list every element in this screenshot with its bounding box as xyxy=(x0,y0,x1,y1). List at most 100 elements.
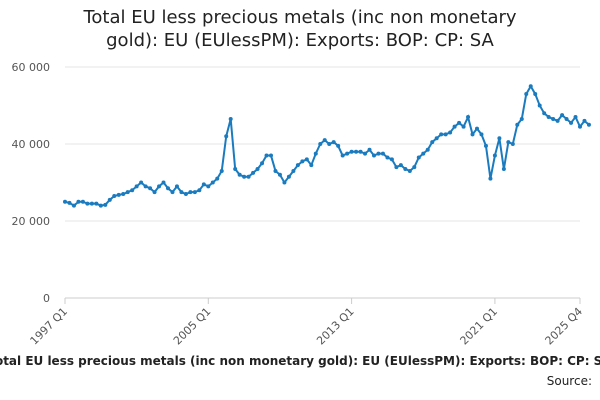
point xyxy=(578,124,582,129)
point xyxy=(398,163,403,168)
point xyxy=(439,132,444,137)
point xyxy=(416,155,421,160)
point xyxy=(121,192,126,197)
point xyxy=(372,153,376,158)
line xyxy=(64,84,590,207)
chart-title: Total EU less precious metals (inc non m… xyxy=(83,7,517,51)
point xyxy=(551,116,556,121)
point xyxy=(295,163,300,168)
point xyxy=(546,115,551,120)
point xyxy=(363,151,368,156)
point xyxy=(560,113,565,118)
point xyxy=(304,157,309,162)
point xyxy=(174,184,179,189)
point xyxy=(327,142,332,146)
point xyxy=(483,143,488,148)
point xyxy=(479,132,484,137)
point xyxy=(286,174,291,179)
point xyxy=(430,140,435,145)
point xyxy=(251,170,256,175)
point xyxy=(519,116,524,121)
point xyxy=(269,153,273,158)
point xyxy=(313,151,318,156)
point xyxy=(80,199,85,204)
x-tick-label: 2025 Q4 xyxy=(543,305,586,348)
y-tick-label: 20 000 xyxy=(12,215,51,228)
point xyxy=(506,140,511,145)
point xyxy=(85,201,90,206)
point xyxy=(300,159,305,164)
point xyxy=(394,165,399,170)
point xyxy=(94,201,99,206)
point xyxy=(139,180,144,185)
point xyxy=(569,120,574,125)
point xyxy=(497,136,502,141)
point xyxy=(63,199,67,204)
point xyxy=(291,168,296,173)
point xyxy=(461,124,466,129)
point xyxy=(219,168,224,173)
point xyxy=(376,151,381,156)
point xyxy=(434,136,439,141)
point xyxy=(407,168,412,173)
point xyxy=(488,176,493,181)
point xyxy=(403,167,408,172)
point xyxy=(197,188,202,193)
point xyxy=(457,120,462,125)
point xyxy=(345,151,350,156)
point xyxy=(537,103,542,108)
point xyxy=(336,143,341,148)
point xyxy=(466,115,471,120)
point xyxy=(528,84,533,89)
point xyxy=(331,140,336,145)
y-tick-label: 60 000 xyxy=(12,61,51,74)
point xyxy=(98,203,103,208)
point xyxy=(67,200,72,205)
source: Source: xyxy=(546,374,592,388)
point xyxy=(470,132,475,137)
point xyxy=(475,126,479,131)
point xyxy=(228,116,233,121)
point xyxy=(452,124,457,129)
point xyxy=(224,134,229,139)
point xyxy=(564,116,569,121)
x-tick-label: 2013 Q1 xyxy=(314,305,357,348)
point xyxy=(201,182,206,187)
point xyxy=(112,193,117,198)
point xyxy=(89,201,94,206)
point xyxy=(385,155,390,160)
point xyxy=(573,115,578,120)
point xyxy=(107,197,112,202)
point xyxy=(492,153,497,158)
point xyxy=(148,186,153,191)
point xyxy=(170,190,175,195)
point xyxy=(582,118,587,123)
point xyxy=(179,190,184,195)
point xyxy=(555,118,560,123)
point xyxy=(340,153,345,158)
x-tick-label: 2021 Q1 xyxy=(457,305,500,348)
point xyxy=(515,122,520,127)
point xyxy=(210,180,215,185)
point xyxy=(349,149,354,154)
point xyxy=(188,190,193,195)
point xyxy=(322,138,327,143)
point xyxy=(389,157,394,162)
point xyxy=(380,151,385,156)
point xyxy=(103,202,108,207)
point xyxy=(233,167,238,172)
point xyxy=(501,167,506,172)
point xyxy=(443,132,448,137)
x-tick-label: 2005 Q1 xyxy=(171,305,214,348)
point xyxy=(354,149,359,154)
point xyxy=(533,91,538,96)
point xyxy=(242,174,247,179)
point xyxy=(264,153,269,158)
point xyxy=(318,142,323,146)
point xyxy=(421,151,426,156)
point xyxy=(152,190,157,195)
point xyxy=(277,172,282,177)
x-tick-label: 1997 Q1 xyxy=(28,305,71,348)
point xyxy=(192,190,197,195)
point xyxy=(425,147,430,152)
